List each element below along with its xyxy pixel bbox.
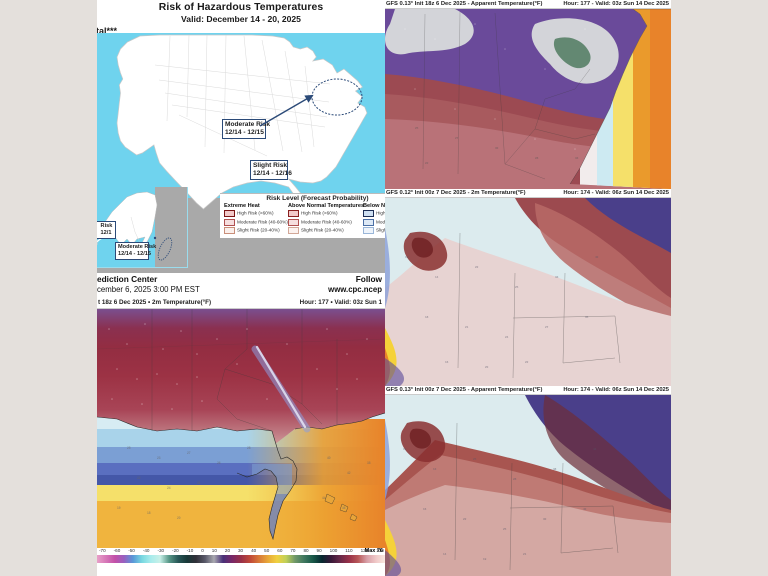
- svg-text:28: 28: [535, 156, 539, 160]
- svg-text:13: 13: [433, 467, 437, 471]
- svg-text:14: 14: [435, 275, 439, 279]
- svg-text:23: 23: [157, 456, 161, 460]
- svg-text:30: 30: [543, 517, 547, 521]
- svg-text:20: 20: [485, 365, 489, 369]
- svg-text:24: 24: [505, 335, 509, 339]
- svg-text:38: 38: [367, 461, 371, 465]
- svg-text:40: 40: [327, 456, 331, 460]
- svg-text:25: 25: [127, 446, 131, 450]
- svg-text:22: 22: [475, 265, 479, 269]
- svg-text:27: 27: [187, 451, 191, 455]
- svg-text:42: 42: [347, 471, 351, 475]
- svg-text:19: 19: [117, 506, 121, 510]
- svg-text:27: 27: [545, 325, 549, 329]
- svg-text:19: 19: [483, 557, 487, 561]
- svg-text:44: 44: [322, 496, 326, 500]
- svg-text:20: 20: [177, 516, 181, 520]
- svg-text:14: 14: [443, 552, 447, 556]
- svg-text:25: 25: [415, 126, 419, 130]
- svg-text:28: 28: [513, 477, 517, 481]
- svg-text:22: 22: [425, 161, 429, 165]
- svg-text:40: 40: [583, 507, 587, 511]
- svg-text:25: 25: [473, 457, 477, 461]
- svg-text:18: 18: [425, 315, 429, 319]
- svg-text:38: 38: [553, 467, 557, 471]
- svg-text:46: 46: [342, 506, 346, 510]
- svg-text:26: 26: [217, 461, 221, 465]
- svg-text:22: 22: [137, 476, 141, 480]
- svg-text:16: 16: [445, 360, 449, 364]
- svg-text:28: 28: [247, 446, 251, 450]
- svg-text:40: 40: [595, 255, 599, 259]
- svg-text:25: 25: [515, 285, 519, 289]
- svg-text:33: 33: [555, 275, 559, 279]
- svg-text:33: 33: [575, 156, 579, 160]
- svg-text:30: 30: [495, 146, 499, 150]
- svg-text:21: 21: [197, 481, 201, 485]
- svg-text:27: 27: [455, 136, 459, 140]
- svg-text:22: 22: [463, 517, 467, 521]
- svg-text:35: 35: [585, 315, 589, 319]
- svg-text:21: 21: [523, 552, 527, 556]
- svg-text:16: 16: [423, 507, 427, 511]
- svg-text:18: 18: [147, 511, 151, 515]
- svg-text:10: 10: [403, 447, 407, 451]
- svg-text:44: 44: [593, 447, 597, 451]
- svg-text:25: 25: [503, 527, 507, 531]
- svg-text:24: 24: [167, 486, 171, 490]
- svg-text:21: 21: [465, 325, 469, 329]
- svg-text:12: 12: [405, 255, 409, 259]
- svg-text:22: 22: [525, 360, 529, 364]
